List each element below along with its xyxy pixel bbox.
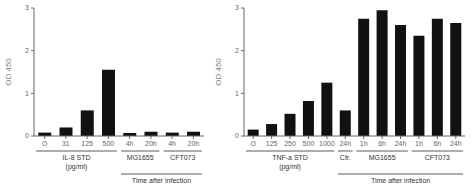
svg-text:125: 125 [81, 140, 93, 147]
svg-text:1h: 1h [415, 140, 423, 147]
svg-text:1: 1 [25, 90, 29, 97]
svg-text:3: 3 [25, 4, 29, 11]
svg-text:125: 125 [266, 140, 278, 147]
svg-text:24h: 24h [339, 140, 351, 147]
svg-text:500: 500 [303, 140, 315, 147]
svg-text:(pg/ml): (pg/ml) [279, 163, 301, 171]
svg-text:CFT073: CFT073 [425, 154, 450, 161]
svg-text:2: 2 [235, 47, 239, 54]
svg-text:Time after infection: Time after infection [132, 177, 191, 184]
svg-text:Time after infection: Time after infection [371, 177, 430, 184]
svg-text:500: 500 [103, 140, 115, 147]
svg-text:24h: 24h [395, 140, 407, 147]
svg-text:4h: 4h [168, 140, 176, 147]
svg-text:Ctr.: Ctr. [340, 154, 351, 161]
svg-text:1h: 1h [360, 140, 368, 147]
svg-text:CFT073: CFT073 [170, 154, 195, 161]
svg-text:6h: 6h [378, 140, 386, 147]
svg-text:O: O [42, 140, 48, 147]
svg-text:0: 0 [25, 132, 29, 139]
svg-text:31: 31 [62, 140, 70, 147]
svg-text:IL-8 STD: IL-8 STD [62, 154, 90, 161]
svg-text:(pg/ml): (pg/ml) [66, 163, 88, 171]
svg-text:1000: 1000 [319, 140, 335, 147]
svg-text:TNF-a STD: TNF-a STD [272, 154, 308, 161]
svg-text:2: 2 [25, 47, 29, 54]
svg-text:3: 3 [235, 4, 239, 11]
svg-text:4h: 4h [126, 140, 134, 147]
svg-text:0: 0 [235, 132, 239, 139]
svg-text:20h: 20h [145, 140, 157, 147]
svg-text:MG1655: MG1655 [127, 154, 154, 161]
svg-text:250: 250 [284, 140, 296, 147]
svg-text:6h: 6h [433, 140, 441, 147]
svg-text:MG1655: MG1655 [369, 154, 396, 161]
svg-text:OD 450: OD 450 [8, 58, 13, 86]
svg-text:24h: 24h [450, 140, 462, 147]
svg-text:OD 450: OD 450 [214, 58, 223, 86]
svg-text:O: O [250, 140, 256, 147]
svg-text:20h: 20h [188, 140, 200, 147]
svg-text:1: 1 [235, 90, 239, 97]
